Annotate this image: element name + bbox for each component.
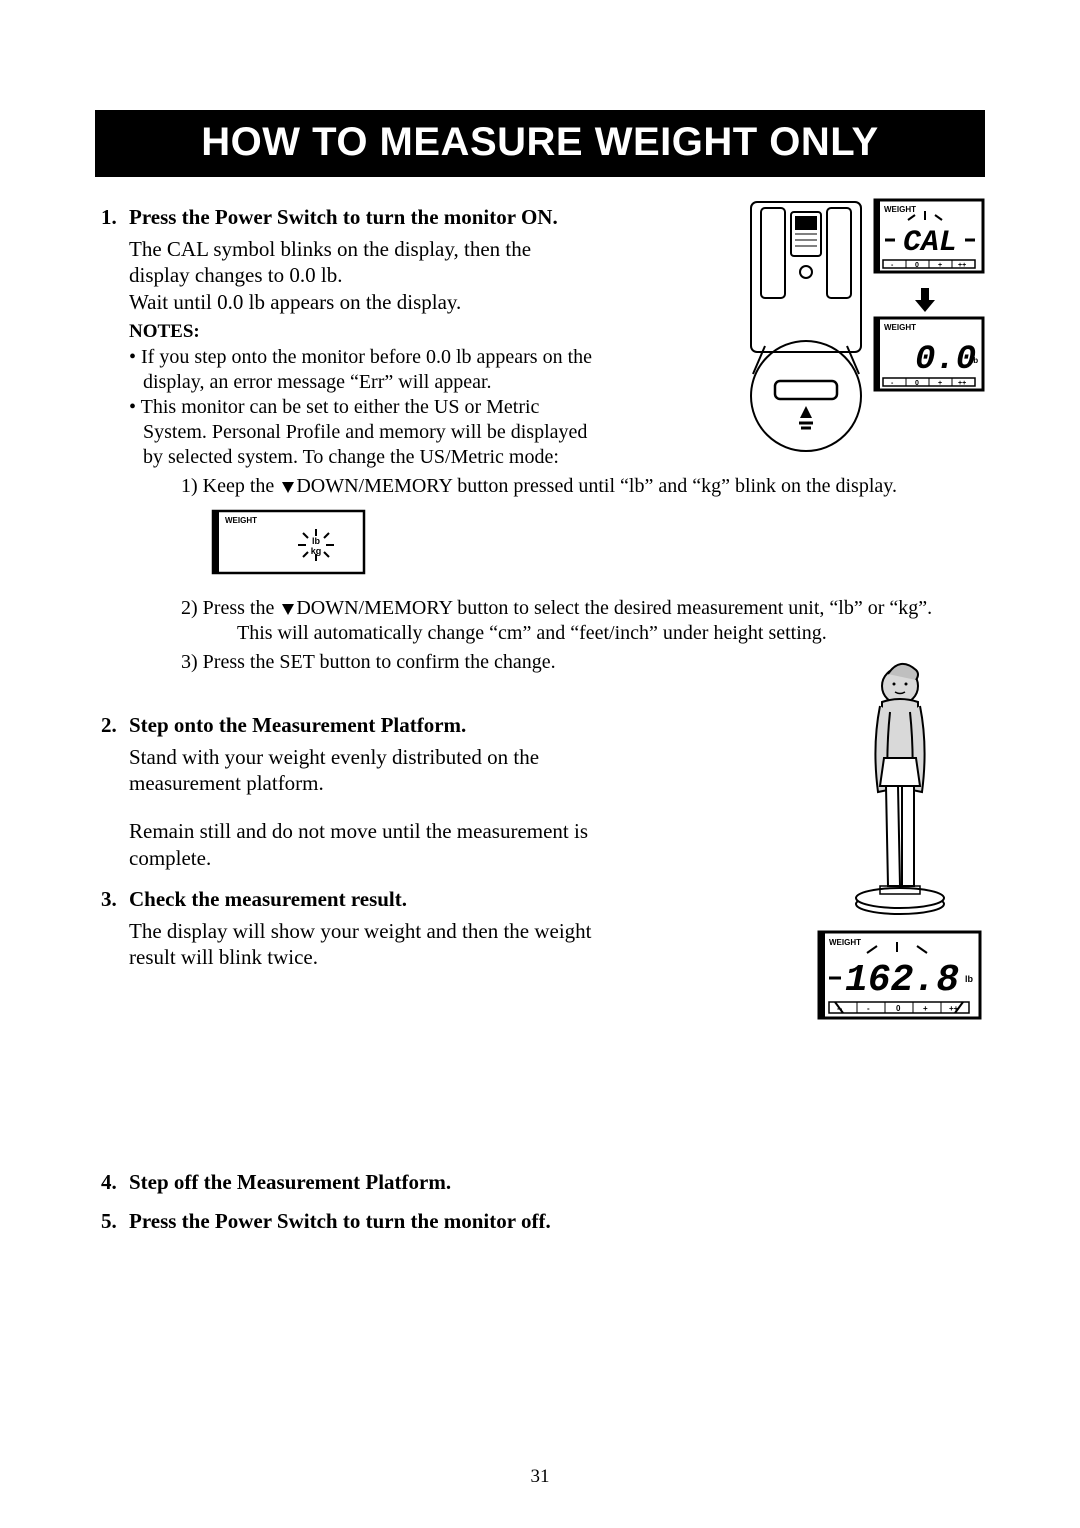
figure-lb-kg-blink: WEIGHT lb kg [211,509,366,579]
step-title: Press the Power Switch to turn the monit… [129,205,558,230]
notes-list: If you step onto the monitor before 0.0 … [129,345,599,470]
step-4-heading: 4. Step off the Measurement Platform. [101,1170,979,1195]
step-number: 2. [101,713,129,738]
lb-label: lb [965,974,974,984]
lb-label: lb [312,536,321,546]
step-title: Step off the Measurement Platform. [129,1170,451,1195]
figure-result-display: WEIGHT 162.8 lb -- - 0 + ++ [817,930,982,1020]
kg-label: kg [311,546,322,556]
text: Press the [203,597,280,619]
figure-scale-and-displays: WEIGHT CAL - 0 + ++ WEIGHT 0.0 [745,196,985,456]
weight-label: WEIGHT [884,205,916,214]
note-item: This monitor can be set to either the US… [129,395,599,470]
step-1-body-2: Wait until 0.0 lb appears on the display… [129,289,589,315]
sub-step-1: Keep the DOWN/MEMORY button pressed unti… [181,474,979,499]
svg-text:++: ++ [958,380,966,387]
page-number: 31 [0,1466,1080,1488]
svg-text:+: + [938,262,942,269]
text: Keep the [203,475,280,497]
lb-label: lb [971,356,978,365]
svg-text:+: + [923,1004,928,1013]
step-2-body-1: Stand with your weight evenly distribute… [129,744,629,797]
step-title: Press the Power Switch to turn the monit… [129,1209,551,1234]
step-2-body-2: Remain still and do not move until the m… [129,818,629,871]
step-1-body-1: The CAL symbol blinks on the display, th… [129,236,589,289]
svg-text:0: 0 [915,262,919,269]
svg-text:+: + [938,380,942,387]
weight-label: WEIGHT [225,516,257,525]
text: DOWN/MEMORY button to select the desired… [296,597,932,619]
scale-unit-icon [751,202,861,451]
manual-page: HOW TO MEASURE WEIGHT ONLY 1. Press the … [0,0,1080,1528]
sub-step-2: Press the DOWN/MEMORY button to select t… [181,596,979,646]
figure-person-on-scale [830,660,970,920]
svg-text:0: 0 [915,380,919,387]
step-5-heading: 5. Press the Power Switch to turn the mo… [101,1209,979,1234]
text: This will automatically change “cm” and … [237,621,979,646]
weight-label: WEIGHT [884,323,916,332]
blink-burst-icon: lb kg [298,529,334,561]
step-3-body-1: The display will show your weight and th… [129,918,629,971]
zero-text: 0.0 [915,341,976,379]
svg-text:++: ++ [958,262,966,269]
step-number: 4. [101,1170,129,1195]
sub-steps: Keep the DOWN/MEMORY button pressed unti… [181,474,979,499]
display-cal: WEIGHT CAL - 0 + ++ [875,200,983,272]
step-title: Step onto the Measurement Platform. [129,713,466,738]
down-arrow-icon [915,288,935,312]
display-zero: WEIGHT 0.0 lb - 0 + ++ [875,318,983,390]
weight-result: 162.8 [845,959,959,1002]
step-number: 1. [101,205,129,230]
note-item: If you step onto the monitor before 0.0 … [129,345,599,395]
down-triangle-icon [282,482,294,493]
step-number: 3. [101,887,129,912]
text: DOWN/MEMORY button pressed until “lb” an… [296,475,897,497]
step-number: 5. [101,1209,129,1234]
svg-text:-: - [867,1004,870,1013]
page-banner: HOW TO MEASURE WEIGHT ONLY [95,110,985,177]
down-triangle-icon [282,604,294,615]
svg-text:0: 0 [896,1004,901,1013]
weight-label: WEIGHT [829,938,861,947]
cal-text: CAL [903,226,957,260]
step-title: Check the measurement result. [129,887,407,912]
